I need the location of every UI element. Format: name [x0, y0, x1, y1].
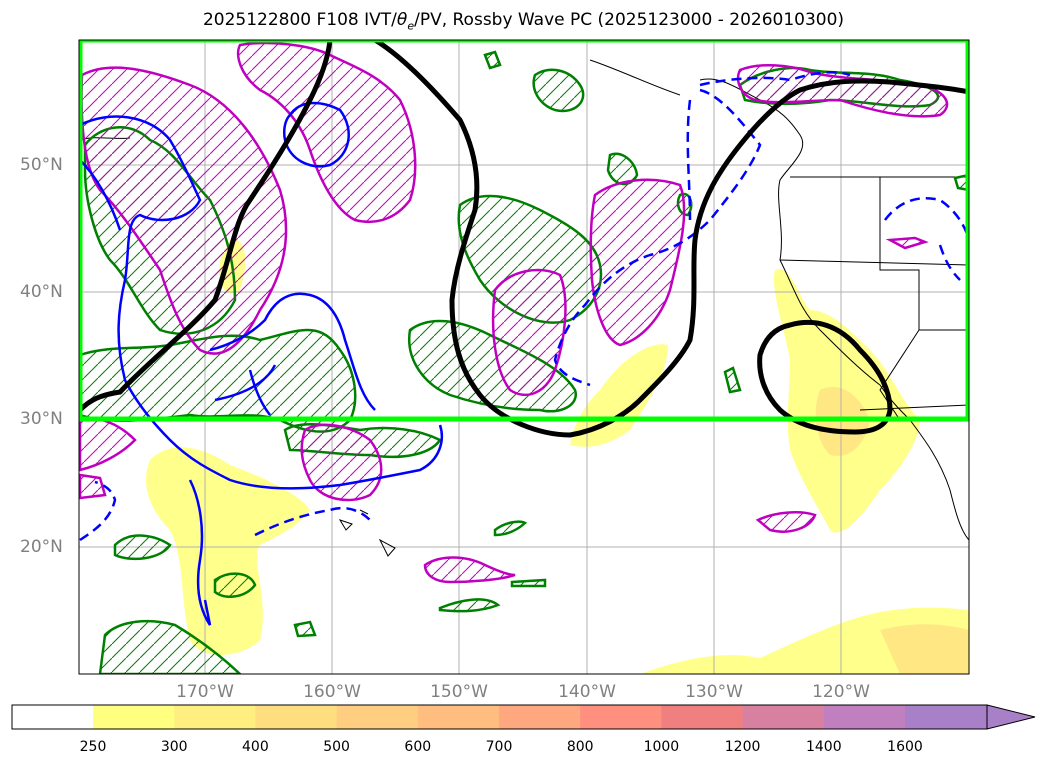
colorbar-segment — [823, 705, 906, 729]
colorbar-segment — [417, 705, 500, 729]
colorbar-tick-label: 300 — [160, 739, 188, 755]
blue-contours — [79, 101, 444, 626]
colorbar-segment — [661, 705, 744, 729]
black-contours — [79, 40, 969, 438]
colorbar-tick-label: 250 — [79, 739, 107, 755]
colorbar-tick-label: 1200 — [724, 739, 761, 755]
colorbar-tick-label: 600 — [404, 739, 432, 755]
lat-label-30n: 30°N — [20, 409, 63, 429]
colorbar-segment — [336, 705, 419, 729]
lat-label-40n: 40°N — [20, 282, 63, 302]
colorbar-segment — [499, 705, 581, 729]
lon-label-170w: 170°W — [176, 682, 234, 702]
lon-label-140w: 140°W — [558, 682, 616, 702]
colorbar-segment — [174, 705, 256, 729]
colorbar-tick-label: 1600 — [887, 739, 923, 755]
colorbar-tick-label: 1000 — [643, 739, 680, 755]
lat-label-20n: 20°N — [20, 537, 63, 557]
figure-title: 2025122800 F108 IVT/θe/PV, Rossby Wave P… — [202, 10, 845, 33]
region-box — [79, 40, 969, 422]
magenta-contours — [79, 41, 949, 584]
colorbar-tick-label: 400 — [242, 739, 269, 755]
blue-dashed-contours — [79, 71, 969, 542]
colorbar-segment — [255, 705, 338, 729]
colorbar-tick-label: 500 — [323, 739, 350, 755]
colorbar-segment — [742, 705, 825, 729]
colorbar-segment — [580, 705, 662, 729]
lon-label-130w: 130°W — [685, 682, 743, 702]
lat-label-50n: 50°N — [20, 155, 63, 175]
coastlines — [79, 59, 969, 557]
colorbar-tick-label: 700 — [485, 739, 513, 755]
colorbar-segment — [93, 705, 175, 729]
lon-label-160w: 160°W — [303, 682, 361, 702]
plot-frame — [78, 39, 970, 675]
colorbar-segment — [905, 705, 987, 729]
colorbar-tick-label: 1400 — [805, 739, 842, 755]
lon-label-150w: 150°W — [430, 682, 488, 702]
colorbar-tick-label: 800 — [566, 739, 594, 755]
colorbar — [11, 704, 1036, 730]
lon-label-120w: 120°W — [812, 682, 870, 702]
